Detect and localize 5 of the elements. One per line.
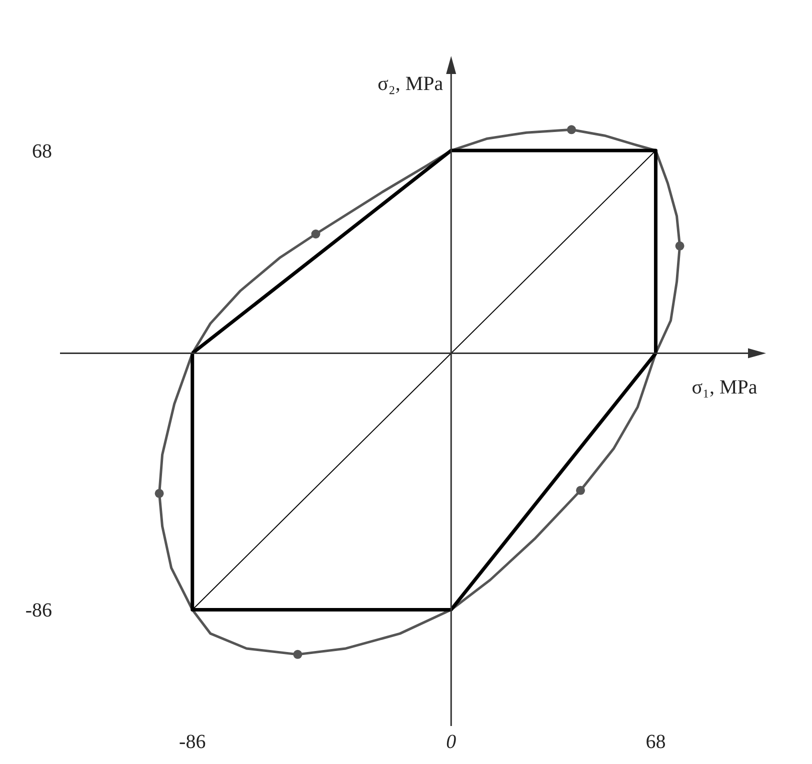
x-axis-title: σ₁, MPa — [692, 376, 758, 398]
x-tick-label: 68 — [646, 731, 666, 753]
x-tick-label: 0 — [446, 731, 456, 753]
x-tick-label: -86 — [179, 731, 206, 753]
y-axis-title: σ₂, MPa — [378, 73, 444, 95]
